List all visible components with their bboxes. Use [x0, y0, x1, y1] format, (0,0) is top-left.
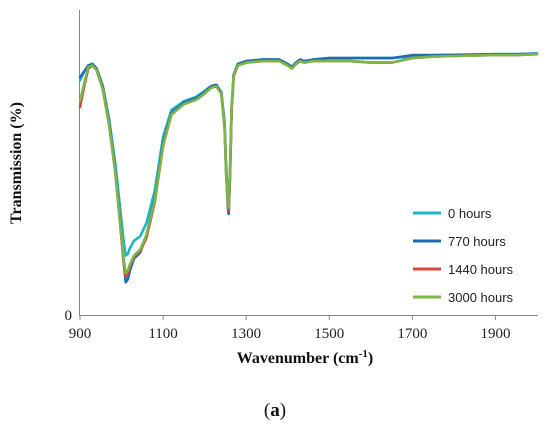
legend-label: 1440 hours	[448, 262, 514, 277]
panel-label-close: )	[279, 400, 287, 421]
legend-label: 770 hours	[448, 234, 506, 249]
x-axis-title-main: Wavenumber (cm	[237, 350, 360, 367]
y-ticks: 0	[65, 308, 73, 324]
x-axis-title: Wavenumber (cm-1)	[237, 348, 373, 367]
x-axis-title-superscript: -1	[359, 348, 368, 360]
x-tick-label: 1300	[231, 326, 261, 342]
panel-label: (a)	[0, 400, 550, 422]
legend: 0 hours 770 hours 1440 hours 3000 hours	[413, 206, 514, 305]
legend-label: 3000 hours	[448, 290, 514, 305]
legend-label: 0 hours	[448, 206, 492, 221]
series-lines	[78, 52, 539, 284]
series-line-3000-hours	[78, 52, 539, 275]
x-tick-label: 900	[69, 326, 92, 342]
x-tick-label: 1700	[397, 326, 427, 342]
y-axis-title: Transmission (%)	[8, 102, 25, 224]
x-axis-title-close: )	[368, 350, 373, 367]
x-ticks: 900 1100 1300 1500 1700 1900	[69, 315, 510, 342]
panel-label-open: (	[263, 400, 271, 421]
x-tick-label: 1900	[480, 326, 510, 342]
axes	[79, 10, 538, 316]
y-tick-label: 0	[65, 308, 73, 324]
panel-label-letter: a	[270, 400, 280, 421]
x-tick-label: 1100	[148, 326, 177, 342]
x-tick-label: 1500	[314, 326, 344, 342]
